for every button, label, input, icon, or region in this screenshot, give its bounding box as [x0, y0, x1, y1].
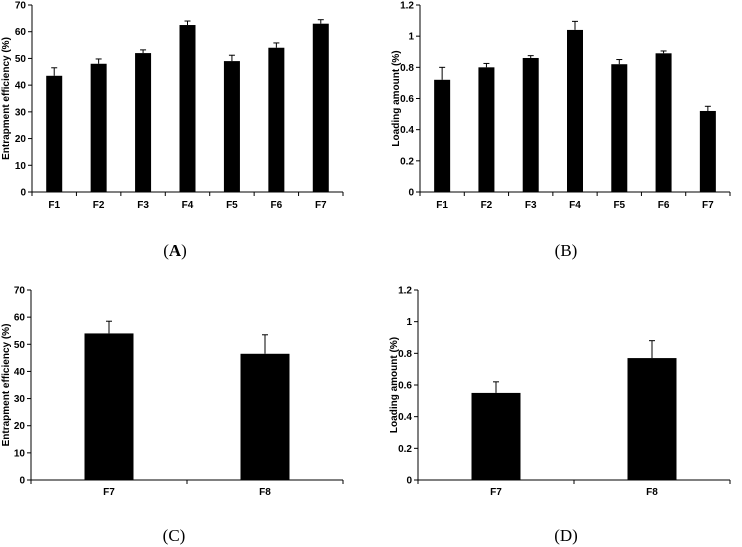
bar-f2	[478, 67, 495, 192]
bar-f4	[567, 29, 583, 192]
y-tick-label: 0.4	[398, 412, 412, 423]
y-axis-title: Loading amount (%)	[391, 50, 402, 146]
category-label: F7	[315, 200, 327, 211]
category-label: F7	[490, 487, 502, 498]
bar-f1	[434, 79, 451, 192]
category-label: F2	[481, 200, 493, 211]
category-label: F5	[226, 200, 238, 211]
bar-f7	[312, 23, 329, 193]
y-tick-label: 0.6	[398, 381, 412, 392]
y-tick-label: 50	[15, 54, 27, 65]
category-label: F3	[525, 200, 537, 211]
bar-f7	[471, 392, 521, 480]
category-label: F4	[569, 200, 581, 211]
y-tick-label: 50	[14, 340, 26, 351]
y-tick-label: 40	[15, 81, 27, 92]
y-tick-label: 30	[15, 107, 27, 118]
y-tick-label: 1.2	[400, 1, 414, 12]
y-tick-label: 20	[15, 134, 27, 145]
category-label: F8	[259, 487, 271, 498]
y-tick-label: 20	[14, 421, 26, 432]
y-tick-label: 1.2	[398, 286, 412, 297]
y-axis-title: Loading amount (%)	[389, 337, 400, 433]
y-tick-label: 0	[408, 188, 414, 199]
category-label: F6	[658, 200, 670, 211]
y-tick-label: 60	[14, 313, 26, 324]
chart-panel-c: 0 10 20 30 40 50 60 70 F7 F8 Entrapment efficiency…	[1, 286, 344, 545]
category-label: F4	[182, 200, 194, 211]
y-tick-label: 0.2	[400, 156, 414, 167]
y-tick-label: 0.8	[400, 63, 414, 74]
bar-f8	[627, 358, 677, 480]
y-tick-label: 0.8	[398, 349, 412, 360]
category-label: F5	[613, 200, 625, 211]
category-label: F2	[93, 200, 105, 211]
y-tick-label: 60	[15, 27, 27, 38]
y-tick-label: 0	[20, 188, 26, 199]
panel-label: (C)	[163, 526, 186, 545]
y-tick-label: 70	[14, 286, 26, 297]
bar-f5	[223, 61, 240, 192]
y-tick-label: 0.4	[400, 125, 414, 136]
panel-label: (A)	[163, 241, 187, 260]
y-tick-label: 0.2	[398, 444, 412, 455]
bar-f3	[522, 57, 539, 192]
chart-panel-a: 0 10 20 30 40 50 60 70 F1 F2 F3 F4 F5 F6 F7 Entrapment …	[1, 1, 344, 260]
category-label: F7	[103, 487, 115, 498]
chart-panel-b: 0 0.2 0.4 0.6 0.8 1 1.2 F1 F2 F3 F4 F5 F6 F7 Loading a…	[391, 1, 731, 260]
chart-panel-d: 0 0.2 0.4 0.6 0.8 1 1.2 F7 F8 Loading amount (%) (…	[389, 286, 731, 545]
y-axis-title: Entrapment efficiency (%)	[1, 37, 12, 160]
bar-f6	[268, 47, 285, 192]
category-label: F7	[702, 200, 714, 211]
y-tick-label: 1	[408, 32, 414, 43]
bar-f6	[655, 53, 672, 192]
bar-f5	[611, 64, 628, 192]
category-label: F3	[137, 200, 149, 211]
y-tick-label: 10	[15, 161, 27, 172]
y-tick-label: 1	[406, 317, 412, 328]
bar-f3	[135, 53, 152, 193]
category-label: F1	[436, 200, 448, 211]
y-tick-label: 70	[15, 1, 27, 12]
panel-label: (B)	[555, 241, 578, 260]
panel-label: (D)	[554, 526, 578, 545]
bar-f8	[240, 353, 290, 480]
y-tick-label: 0	[19, 476, 25, 487]
bar-f1	[46, 75, 63, 192]
y-tick-label: 0	[406, 476, 412, 487]
category-label: F8	[646, 487, 658, 498]
bar-f7	[84, 333, 134, 480]
bar-f4	[179, 25, 196, 192]
bar-f7	[699, 110, 716, 192]
bar-f2	[90, 63, 107, 193]
y-tick-label: 30	[14, 394, 26, 405]
y-tick-label: 10	[14, 448, 26, 459]
category-label: F1	[48, 200, 60, 211]
y-tick-label: 40	[14, 367, 26, 378]
y-tick-label: 0.6	[400, 94, 414, 105]
y-axis-title: Entrapment efficiency (%)	[1, 324, 12, 447]
category-label: F6	[271, 200, 283, 211]
